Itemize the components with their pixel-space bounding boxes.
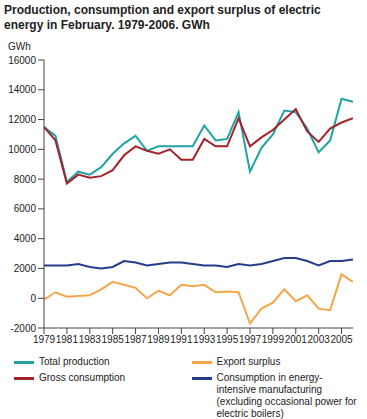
html-text:Total production: Total production (39, 356, 110, 367)
svg-text:1999: 1999 (262, 334, 285, 345)
svg-text:2005: 2005 (330, 334, 353, 345)
html-text:Gross consumption: Gross consumption (39, 372, 126, 383)
html-text:Export surplus: Export surplus (216, 356, 281, 367)
svg-text:8000: 8000 (14, 174, 37, 185)
svg-text:2000: 2000 (14, 263, 37, 274)
svg-text:10000: 10000 (8, 144, 36, 155)
svg-text:1979: 1979 (33, 334, 56, 345)
svg-text:16000: 16000 (8, 55, 36, 66)
svg-text:4000: 4000 (14, 233, 37, 244)
svg-text:1985: 1985 (102, 334, 125, 345)
svg-text:-2000: -2000 (10, 323, 36, 334)
html-text:Consumption in energy-intensiv: Consumption in energy-intensive manufact… (216, 372, 357, 419)
svg-text:2001: 2001 (285, 334, 308, 345)
svg-text:0: 0 (30, 293, 36, 304)
svg-text:1983: 1983 (79, 334, 102, 345)
html-text:GWh: GWh (8, 41, 31, 52)
svg-text:1987: 1987 (124, 334, 147, 345)
svg-text:12000: 12000 (8, 114, 36, 125)
svg-text:1991: 1991 (170, 334, 193, 345)
html-text:Production, consumption and ex: Production, consumption and export surpl… (4, 3, 321, 32)
svg-text:14000: 14000 (8, 84, 36, 95)
svg-text:1981: 1981 (56, 334, 79, 345)
svg-text:1989: 1989 (147, 334, 170, 345)
svg-text:1997: 1997 (239, 334, 262, 345)
svg-text:2003: 2003 (308, 334, 331, 345)
svg-text:1995: 1995 (216, 334, 239, 345)
svg-text:1993: 1993 (193, 334, 216, 345)
svg-text:6000: 6000 (14, 203, 37, 214)
